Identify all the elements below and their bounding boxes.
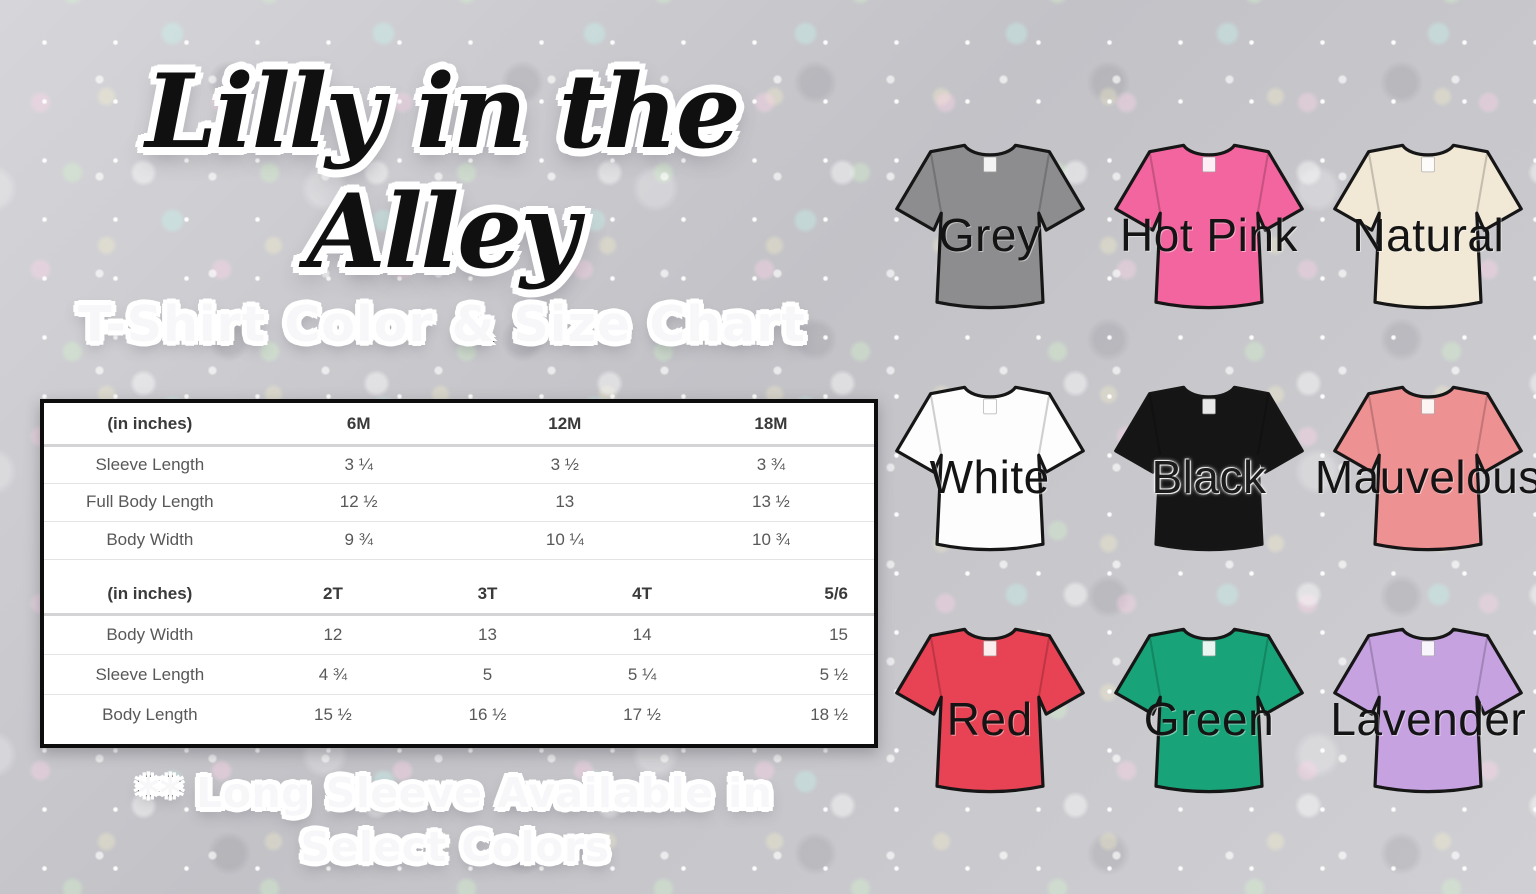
measurement-value: 4 ¾ (255, 654, 411, 695)
shirt-swatch-natural: Natural (1321, 120, 1536, 350)
shirt-swatch-hot-pink: Hot Pink (1101, 120, 1316, 350)
measurement-value: 3 ½ (461, 445, 668, 484)
measurement-label: Full Body Length (44, 483, 256, 522)
unit-label: (in inches) (44, 574, 256, 616)
measurement-value: 14 (564, 614, 720, 655)
measurement-label: Body Length (102, 704, 198, 724)
measurement-value: 10 ¾ (667, 521, 874, 560)
measurement-value: 13 (461, 483, 668, 522)
measurement-label: Sleeve Length (44, 654, 256, 695)
shirt-swatch-green: Green (1101, 604, 1316, 834)
measurement-value: 17 ½ (623, 704, 661, 724)
measurement-value: 18 ½ (810, 704, 848, 724)
measurement-value: 5 (410, 654, 565, 695)
measurement-value: 15 ½ (314, 704, 352, 724)
shirt-swatch-black: Black (1101, 362, 1316, 592)
measurement-label: Sleeve Length (44, 445, 256, 484)
shirt-swatch-white: White (882, 362, 1097, 592)
shirt-color-label: Green (1143, 693, 1275, 745)
measurement-value: 16 ½ (468, 704, 507, 724)
shirt-color-label: White (929, 451, 1050, 503)
shirt-color-label: Red (946, 693, 1033, 745)
size-column-header: 5/6 (719, 574, 874, 616)
size-column-header: 6M (255, 405, 462, 447)
measurement-value: 13 ½ (667, 483, 874, 522)
size-column-header: 4T (564, 574, 720, 616)
size-chart-row: Full Body Length 12 ½ 13 13 ½ (44, 483, 874, 522)
tshirt-icon (1333, 385, 1524, 552)
shirt-swatch-red: Red (882, 604, 1097, 834)
shirt-swatch-mauvelous: Mauvelous (1315, 362, 1536, 592)
tshirt-icon (894, 143, 1085, 310)
page-title: T-Shirt Color & Size Chart (77, 295, 806, 354)
footnote: ** Long Sleeve Available in Select Color… (0, 766, 910, 874)
measurement-value: 15 (719, 614, 874, 655)
size-chart-header-row: (in inches) 6M 12M 18M (44, 405, 874, 447)
shirt-swatch-grey: Grey (882, 120, 1097, 350)
measurement-label: Body Width (44, 521, 256, 560)
unit-label: (in inches) (44, 405, 256, 447)
tshirt-icon (1114, 385, 1304, 552)
shirt-color-label: Grey (938, 209, 1041, 261)
size-chart-row: Body Length 15 ½ 16 ½ 17 ½ 18 ½ (44, 695, 874, 735)
tshirt-icon (1333, 143, 1524, 310)
tshirt-icon (894, 385, 1085, 552)
measurement-value: 3 ¾ (667, 445, 874, 484)
measurement-label: Body Width (44, 614, 256, 655)
size-chart-header-row: (in inches) 2T 3T 4T 5/6 (44, 574, 874, 616)
size-column-header: 2T (255, 574, 411, 616)
size-chart-row: Body Width 9 ¾ 10 ¼ 10 ¾ (44, 521, 874, 560)
tshirt-icon (1114, 143, 1304, 310)
measurement-value: 12 (255, 614, 411, 655)
shirt-color-label: Mauvelous (1314, 451, 1536, 503)
tshirt-icon (894, 627, 1085, 794)
brand-title: Lilly in the Alley (145, 52, 740, 292)
size-chart-row: Body Width 12 13 14 15 (44, 614, 874, 655)
shirt-color-label: Black (1151, 451, 1267, 503)
measurement-value: 13 (410, 614, 565, 655)
tshirt-icon (1114, 627, 1304, 794)
footnote-line2: Select Colors (300, 822, 610, 872)
footnote-line1: ** Long Sleeve Available in (137, 768, 773, 818)
size-column-header: 18M (667, 405, 874, 447)
measurement-value: 5 ½ (719, 654, 874, 695)
shirt-color-label: Hot Pink (1120, 209, 1298, 261)
tshirt-icon (1333, 627, 1524, 794)
shirt-color-label: Lavender (1330, 693, 1527, 745)
measurement-value: 5 ¼ (564, 654, 720, 695)
measurement-value: 10 ¼ (461, 521, 668, 560)
measurement-value: 12 ½ (255, 483, 462, 522)
size-column-header: 3T (410, 574, 565, 616)
shirt-color-label: Natural (1352, 209, 1505, 261)
color-swatch-grid: Grey Hot Pink Natural White Black Mauvelous Re… (882, 120, 1536, 834)
size-chart-section-2: (in inches) 2T 3T 4T 5/6 Body Width 12 13 14 15 Sl… (44, 574, 874, 735)
shirt-swatch-lavender: Lavender (1321, 604, 1536, 834)
size-column-header: 12M (461, 405, 668, 447)
measurement-value: 9 ¾ (255, 521, 462, 560)
measurement-value: 3 ¼ (255, 445, 462, 484)
